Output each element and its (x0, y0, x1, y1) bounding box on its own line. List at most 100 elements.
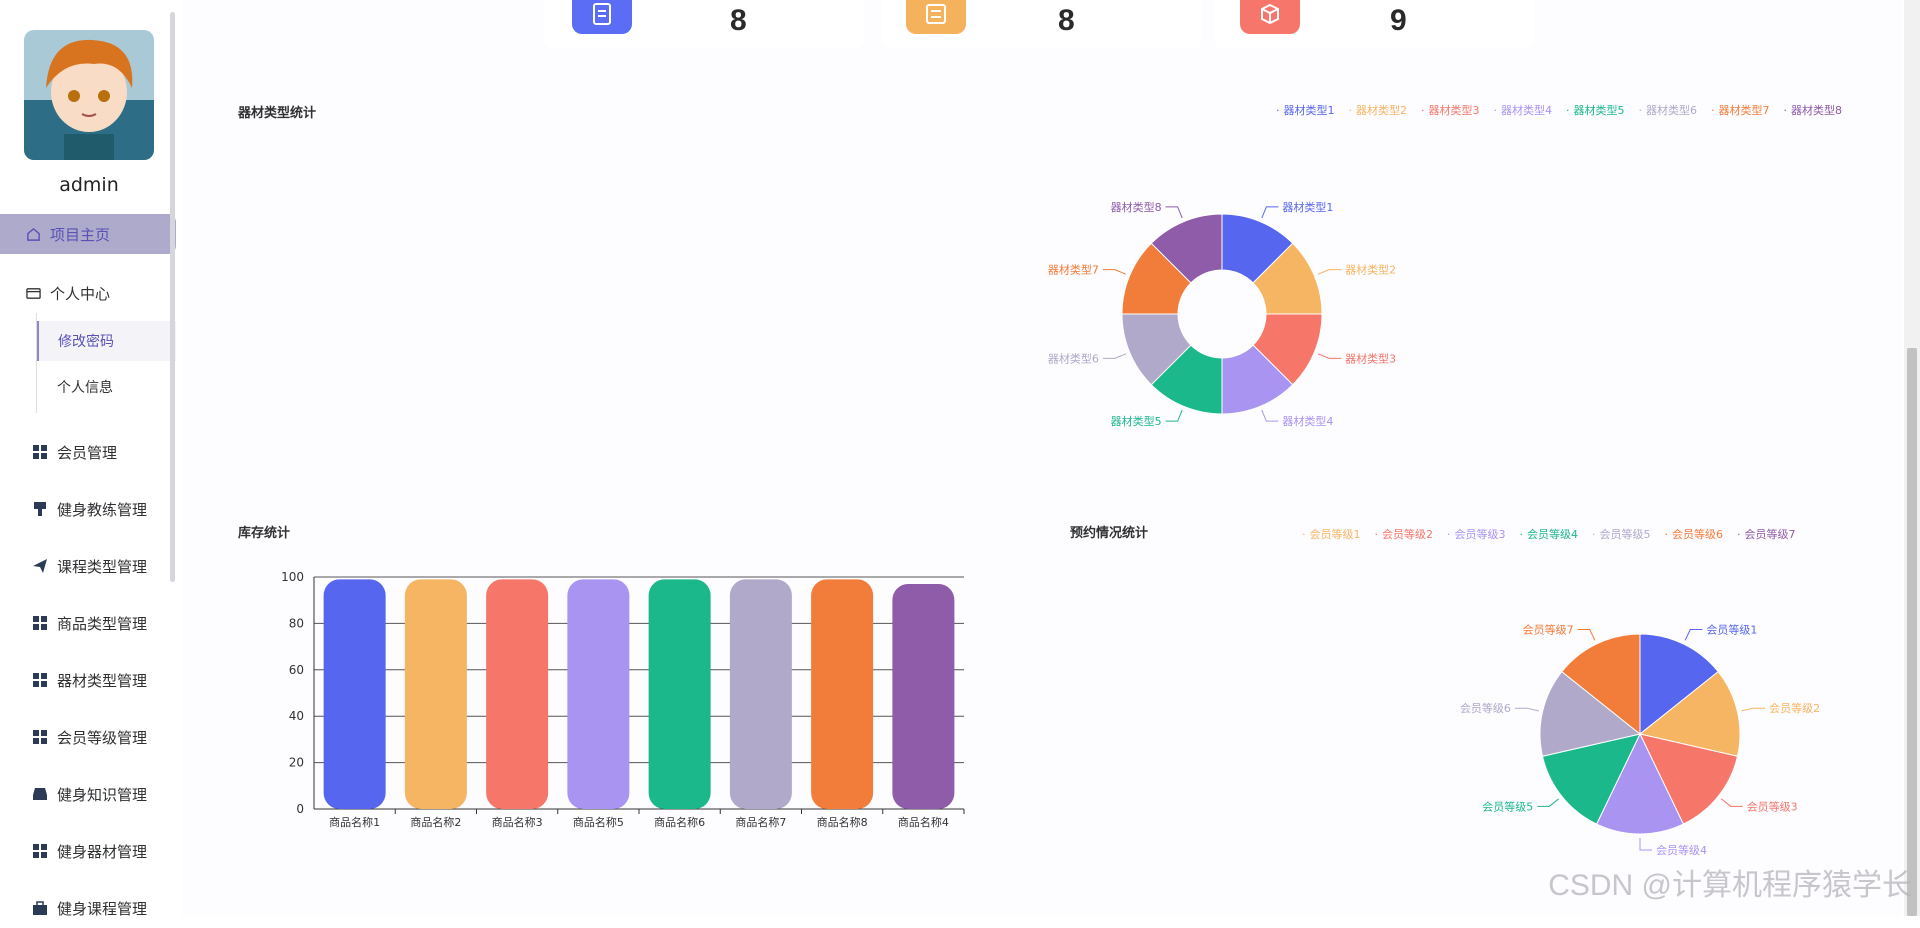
stat-value: 9 (1390, 4, 1407, 37)
legend-item[interactable]: 器材类型5 (1566, 102, 1625, 118)
slice-label-line (1639, 838, 1652, 851)
slice-label-line (1261, 409, 1279, 422)
slice-label-line (1720, 798, 1743, 807)
submenu-personal-info[interactable]: 个人信息 (57, 380, 113, 396)
booking-chart-legend: 会员等级1 会员等级2 会员等级3 会员等级4 会员等级5 会员等级6 会员等级7 (1302, 526, 1796, 542)
booking-slice[interactable] (1639, 633, 1719, 736)
x-tick-label: 商品名称2 (410, 815, 461, 829)
booking-slice[interactable] (1539, 670, 1642, 757)
slice-label-line (1261, 206, 1279, 219)
slice-label-line (1165, 206, 1183, 219)
page-scrollbar-thumb[interactable] (1907, 348, 1917, 916)
y-tick-label: 100 (281, 570, 304, 584)
sidebar-scrollbar[interactable] (170, 12, 175, 582)
legend-item[interactable]: 会员等级2 (1375, 526, 1433, 542)
bar[interactable] (404, 579, 467, 809)
slice-label-line (1577, 628, 1596, 641)
id-card-icon (24, 284, 42, 302)
legend-item[interactable]: 会员等级3 (1447, 526, 1506, 542)
menu-personal-center[interactable]: 个人中心 (0, 273, 176, 313)
booking-slice[interactable] (1541, 733, 1641, 825)
grid-icon (31, 443, 49, 461)
legend-item[interactable]: 会员等级6 (1665, 526, 1723, 542)
menu-course-type-management[interactable]: 课程类型管理 (0, 546, 176, 586)
slice-label-line (1537, 798, 1560, 807)
grid-icon (31, 614, 49, 632)
stat-card-1: 8 (544, 0, 864, 48)
legend-item[interactable]: 会员等级4 (1520, 526, 1578, 542)
booking-slice[interactable] (1595, 732, 1685, 835)
bar[interactable] (729, 579, 792, 809)
stat-value: 8 (730, 4, 747, 37)
menu-label: 健身课程管理 (57, 899, 148, 918)
menu-coach-management[interactable]: 健身教练管理 (0, 489, 176, 529)
y-tick-label: 20 (289, 756, 304, 770)
equipment-chart-legend: 器材类型1 器材类型2 器材类型3 器材类型4 器材类型5 器材类型6 器材类型7 器材类型8 (1276, 102, 1843, 118)
slice-label-line (1102, 269, 1127, 275)
menu-course-management[interactable]: 健身课程管理 (0, 888, 176, 928)
menu-label: 课程类型管理 (57, 557, 148, 576)
bar[interactable] (892, 583, 955, 809)
x-tick-label: 商品名称6 (654, 815, 705, 829)
booking-slice[interactable] (1638, 670, 1741, 757)
submenu-change-password[interactable]: 修改密码 (37, 321, 176, 361)
bar[interactable] (648, 579, 711, 809)
legend-item[interactable]: 会员等级5 (1592, 526, 1651, 542)
equipment-chart-panel: 器材类型统计 器材类型1器材类型2器材类型3器材类型4器材类型5器材类型6器材类… (214, 74, 1862, 490)
slice-label: 会员等级5 (1482, 799, 1533, 813)
stat-card-2: 8 (882, 0, 1202, 48)
slice-label: 会员等级6 (1460, 701, 1511, 715)
bar[interactable] (323, 579, 386, 809)
bar[interactable] (567, 579, 630, 809)
legend-item[interactable]: 会员等级1 (1302, 526, 1361, 542)
menu-product-type-management[interactable]: 商品类型管理 (0, 603, 176, 643)
avatar[interactable] (24, 30, 154, 160)
legend-item[interactable]: 器材类型8 (1784, 102, 1842, 118)
menu-label: 会员等级管理 (57, 728, 148, 747)
slice-label-line (1741, 707, 1766, 712)
menu-member-management[interactable]: 会员管理 (0, 432, 176, 472)
legend-item[interactable]: 器材类型6 (1639, 102, 1697, 118)
slice-label: 器材类型6 (1048, 351, 1099, 365)
menu-equipment-management[interactable]: 健身器材管理 (0, 831, 176, 871)
stock-chart-title: 库存统计 (238, 526, 291, 541)
slice-label-line (1514, 707, 1539, 712)
legend-item[interactable]: 器材类型7 (1711, 102, 1770, 118)
booking-slice[interactable] (1639, 733, 1739, 825)
menu-label: 健身教练管理 (57, 500, 148, 519)
x-tick-label: 商品名称5 (573, 815, 624, 829)
legend-item[interactable]: 器材类型2 (1349, 102, 1407, 118)
legend-item[interactable]: 器材类型1 (1276, 102, 1335, 118)
menu-member-level-management[interactable]: 会员等级管理 (0, 717, 176, 757)
cube-icon (1240, 0, 1300, 34)
menu-label: 器材类型管理 (57, 671, 148, 690)
home-icon (24, 225, 42, 243)
menu-label: 会员管理 (57, 443, 118, 462)
grid-icon (31, 671, 49, 689)
bar[interactable] (811, 579, 874, 809)
stock-bar-chart: 0 20 40 60 80 100 商品名称1 商品名称2 商品名称3 商品名称5 商品名称6 商品名… (281, 570, 965, 829)
slice-label-line (1317, 353, 1342, 359)
slice-label: 会员等级2 (1769, 701, 1820, 715)
booking-pie-chart: 会员等级1 会员等级2 会员等级3 会员等级4 会员等级5 会员等级6 会员等级7 (1460, 622, 1820, 857)
y-tick-label: 0 (296, 802, 304, 816)
slice-label: 器材类型2 (1345, 263, 1396, 277)
equipment-slice[interactable] (1150, 213, 1223, 284)
briefcase-icon (31, 899, 49, 917)
booking-slice[interactable] (1561, 633, 1641, 736)
slice-label: 器材类型5 (1111, 414, 1162, 428)
menu-equipment-type-management[interactable]: 器材类型管理 (0, 660, 176, 700)
menu-home[interactable]: 项目主页 (0, 214, 176, 254)
legend-item[interactable]: 器材类型3 (1421, 102, 1480, 118)
submenu-divider (36, 313, 37, 413)
slice-label: 器材类型3 (1345, 351, 1396, 365)
booking-chart-title: 预约情况统计 (1070, 526, 1149, 541)
legend-item[interactable]: 会员等级7 (1737, 526, 1796, 542)
grid-icon (31, 728, 49, 746)
legend-item[interactable]: 器材类型4 (1494, 102, 1552, 118)
slice-label: 器材类型4 (1282, 414, 1333, 428)
menu-knowledge-management[interactable]: 健身知识管理 (0, 774, 176, 814)
grid-icon (31, 842, 49, 860)
slice-label-line (1102, 353, 1127, 359)
bar[interactable] (486, 579, 549, 809)
